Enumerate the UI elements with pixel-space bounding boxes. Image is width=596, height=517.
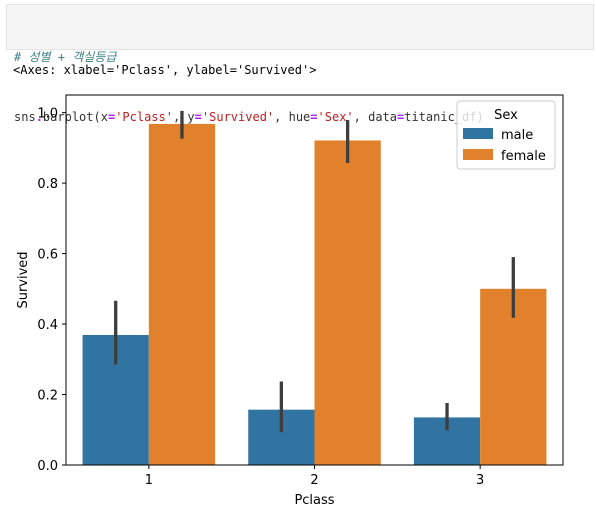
bar-female-3 <box>480 288 547 465</box>
code-token: = <box>310 110 318 124</box>
code-token: 'Pclass' <box>115 110 173 124</box>
legend-title: Sex <box>494 108 518 123</box>
code-token: barplot(x <box>42 110 108 124</box>
code-token: 'Sex' <box>317 110 354 124</box>
code-token: 'Survived' <box>201 110 275 124</box>
legend-swatch-female <box>463 149 493 160</box>
legend-swatch-male <box>463 128 493 139</box>
cell-output-text: <Axes: xlabel='Pclass', ylabel='Survived… <box>13 63 317 77</box>
y-axis-label: Survived <box>16 251 31 308</box>
x-tick-label: 2 <box>310 473 318 488</box>
code-token: = <box>397 110 405 124</box>
legend-label-female: female <box>501 149 546 164</box>
x-tick-label: 1 <box>145 473 153 488</box>
code-comment: # 성별 + 객실등급 <box>14 50 117 64</box>
bar-female-1 <box>148 123 216 466</box>
bar-female-2 <box>314 140 381 465</box>
x-tick-label: 3 <box>476 473 484 488</box>
code-token: sns <box>14 110 36 124</box>
y-tick-label: 0.2 <box>37 389 58 404</box>
code-token: . <box>35 110 43 124</box>
code-token: = <box>107 110 116 124</box>
code-token: = <box>194 110 202 124</box>
code-token: , y <box>172 110 195 124</box>
y-tick-label: 1.0 <box>37 107 58 122</box>
x-axis-label: Pclass <box>294 493 334 508</box>
y-tick-label: 0.4 <box>37 318 58 333</box>
y-tick-label: 0.6 <box>37 248 58 263</box>
legend-label-male: male <box>501 128 533 143</box>
y-tick-label: 0.8 <box>37 177 58 192</box>
code-token: , data <box>353 110 397 124</box>
code-token: , hue <box>274 110 311 124</box>
y-tick-label: 0.0 <box>37 459 58 474</box>
